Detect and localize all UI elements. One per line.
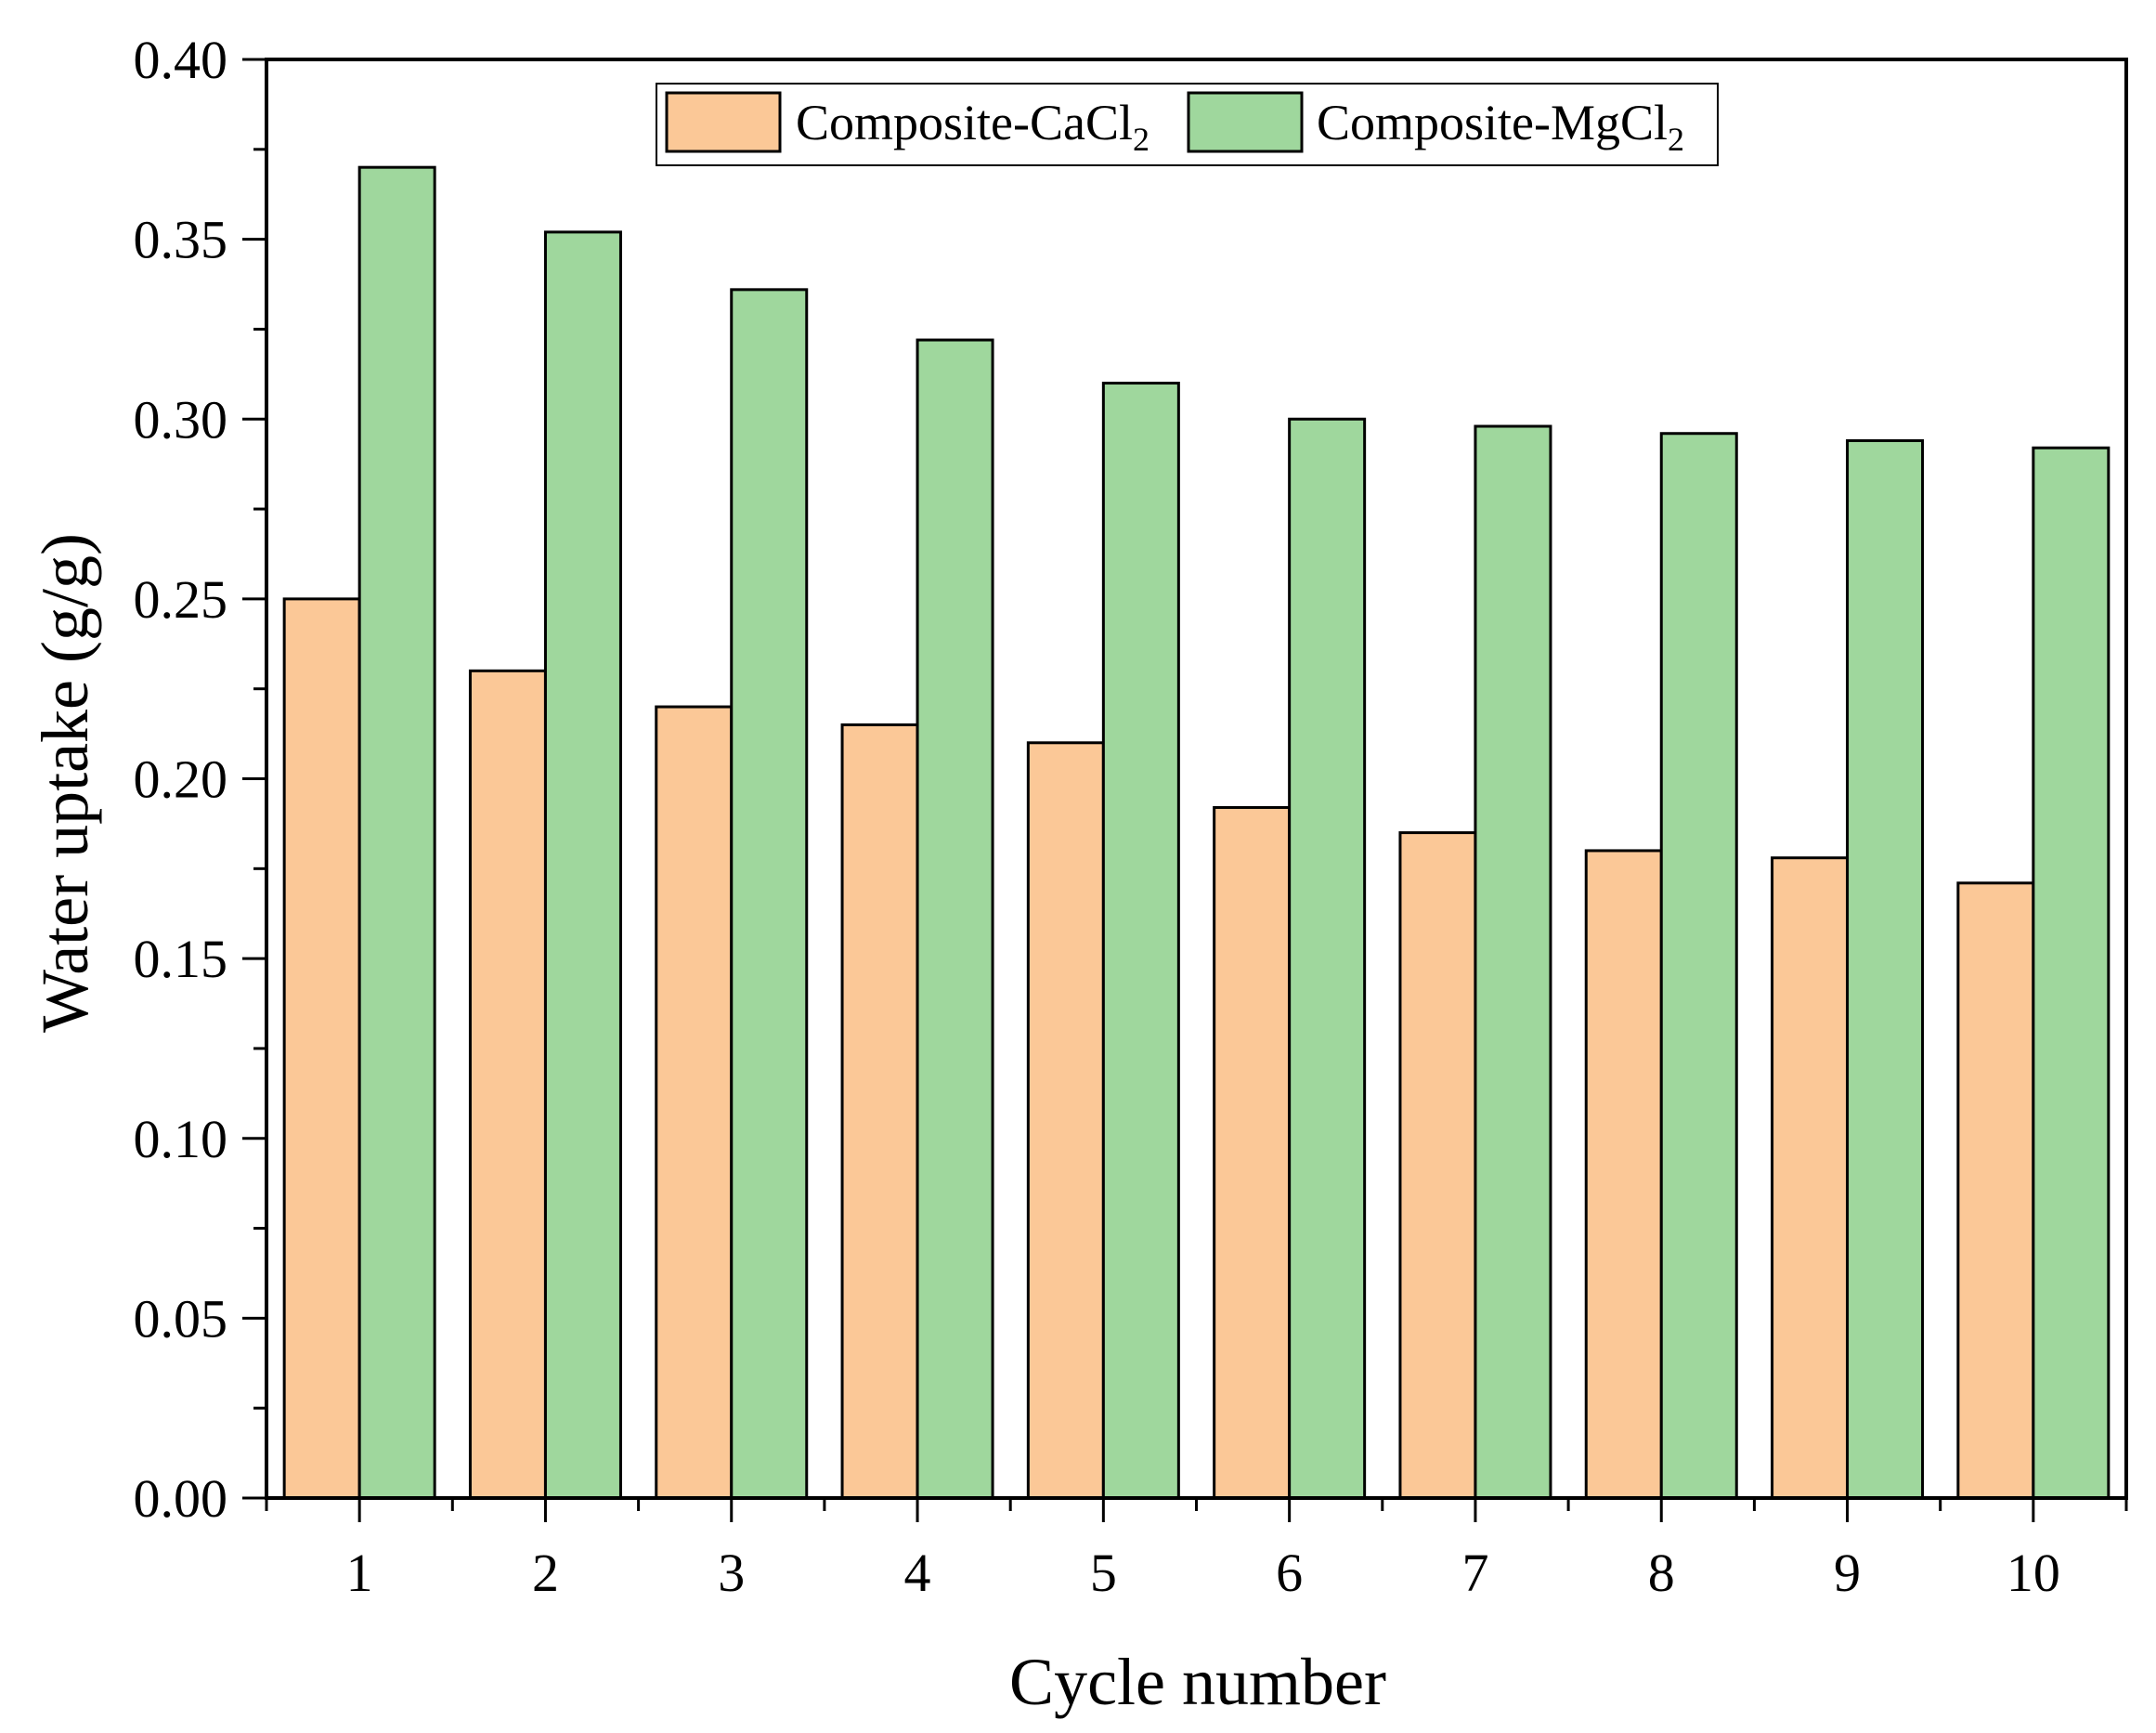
x-tick-label: 5 xyxy=(1090,1543,1117,1603)
bar-cacl2-cycle-8 xyxy=(1584,849,1663,1500)
bar-cacl2-cycle-5 xyxy=(1026,741,1105,1500)
bar-mgcl2-cycle-6 xyxy=(1288,417,1367,1500)
x-tick-label: 6 xyxy=(1276,1543,1303,1603)
x-tick-label: 3 xyxy=(718,1543,745,1603)
y-tick-label: 0.15 xyxy=(134,929,228,989)
bar-mgcl2-cycle-9 xyxy=(1846,438,1925,1500)
x-tick-label: 2 xyxy=(532,1543,559,1603)
y-tick-label: 0.25 xyxy=(134,569,228,630)
x-axis-title: Cycle number xyxy=(1009,1645,1386,1719)
y-tick-label: 0.20 xyxy=(134,749,228,810)
bar-cacl2-cycle-1 xyxy=(282,597,361,1500)
x-tick-label: 7 xyxy=(1461,1543,1488,1603)
bar-cacl2-cycle-3 xyxy=(655,705,734,1500)
bar-cacl2-cycle-10 xyxy=(1956,881,2035,1500)
y-tick-label: 0.05 xyxy=(134,1288,228,1349)
y-axis-title: Water uptake (g/g) xyxy=(28,533,102,1033)
legend-swatch-cacl2 xyxy=(665,91,782,153)
legend-swatch-mgcl2 xyxy=(1187,91,1304,153)
bar-cacl2-cycle-2 xyxy=(468,669,547,1500)
x-tick-label: 1 xyxy=(346,1543,373,1603)
bar-mgcl2-cycle-4 xyxy=(916,338,994,1500)
y-tick-label: 0.00 xyxy=(134,1468,228,1529)
x-tick-label: 4 xyxy=(904,1543,931,1603)
y-tick-label: 0.30 xyxy=(134,389,228,450)
bar-cacl2-cycle-7 xyxy=(1398,831,1477,1500)
bar-mgcl2-cycle-7 xyxy=(1474,424,1552,1500)
bar-mgcl2-cycle-1 xyxy=(357,165,436,1500)
y-tick-label: 0.35 xyxy=(134,210,228,270)
ticks: 0.00 0.05 0.10 0.15 0.20 0.25 0.30 0.35 0.40 1 2 3 4… xyxy=(134,30,2128,1603)
bar-mgcl2-cycle-2 xyxy=(543,230,622,1500)
legend-label-mgcl2: Composite-MgCl2 xyxy=(1317,95,1684,158)
bar-mgcl2-cycle-3 xyxy=(730,288,809,1500)
x-tick-label: 10 xyxy=(2007,1543,2060,1603)
bars xyxy=(282,165,2111,1500)
bar-mgcl2-cycle-5 xyxy=(1101,382,1180,1500)
y-tick-label: 0.40 xyxy=(134,30,228,90)
legend: Composite-CaCl2 Composite-MgCl2 xyxy=(656,83,1719,166)
bar-cacl2-cycle-9 xyxy=(1771,856,1850,1500)
bar-mgcl2-cycle-8 xyxy=(1659,432,1738,1500)
x-tick-label: 9 xyxy=(1834,1543,1861,1603)
y-tick-label: 0.10 xyxy=(134,1109,228,1169)
legend-label-cacl2: Composite-CaCl2 xyxy=(796,95,1149,158)
bar-cacl2-cycle-4 xyxy=(840,723,919,1500)
bar-mgcl2-cycle-10 xyxy=(2032,446,2111,1500)
bar-cacl2-cycle-6 xyxy=(1213,805,1292,1500)
x-tick-label: 8 xyxy=(1648,1543,1675,1603)
